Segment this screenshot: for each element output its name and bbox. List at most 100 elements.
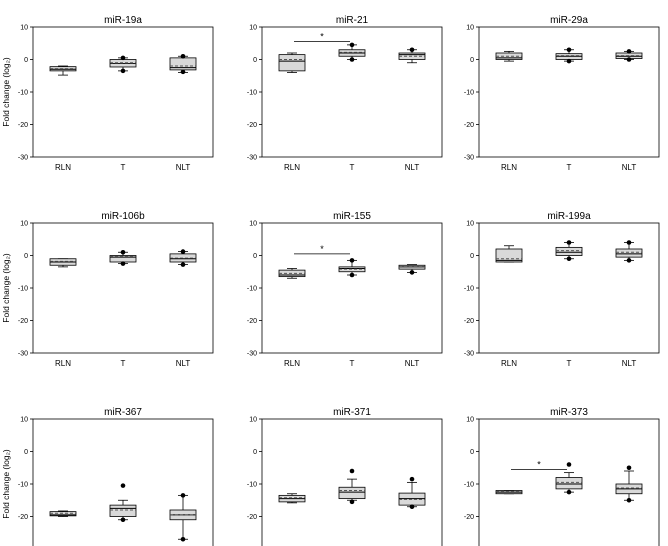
y-tick-label: -30 — [18, 155, 28, 162]
chart-title: miR-367 — [104, 407, 142, 418]
plot-area — [478, 26, 660, 158]
y-tick-label: -30 — [464, 155, 474, 162]
x-tick-label: NLT — [622, 359, 637, 368]
y-tick-label: 0 — [24, 57, 28, 64]
outlier-point — [626, 258, 632, 263]
y-tick-label: -20 — [18, 122, 28, 129]
box-t — [338, 258, 366, 278]
box-t — [109, 55, 137, 74]
outlier-point — [120, 68, 126, 74]
y-tick-label: -10 — [464, 482, 474, 489]
box-t — [338, 42, 366, 62]
box-iqr — [555, 477, 583, 490]
outlier-point — [409, 504, 415, 510]
outlier-point — [349, 499, 355, 505]
outlier-point — [180, 69, 186, 75]
outlier-point — [349, 468, 355, 474]
box-nlt — [398, 476, 426, 510]
chart-panel-mir-29a: miR-29a 10 0 -10 -20 -30 RLN T NLT — [464, 15, 660, 172]
x-tick-label: T — [567, 359, 572, 368]
box-rln — [49, 510, 77, 517]
plot-area — [32, 222, 214, 354]
outlier-point — [120, 483, 126, 488]
y-tick-label: -10 — [247, 286, 257, 293]
plot-area — [261, 222, 443, 354]
box-t — [338, 468, 366, 505]
box-iqr — [169, 57, 197, 71]
y-tick-label: -10 — [247, 482, 257, 489]
chart-title: miR-106b — [101, 211, 145, 222]
x-tick-label: T — [350, 163, 355, 172]
x-tick-label: NLT — [405, 163, 420, 172]
outlier-point — [180, 53, 186, 59]
y-tick-label: -10 — [18, 482, 28, 489]
y-tick-label: -20 — [18, 514, 28, 521]
outlier-point — [626, 497, 632, 503]
chart-title: miR-373 — [550, 407, 588, 418]
outlier-point — [349, 57, 355, 62]
box-nlt — [615, 240, 643, 263]
y-tick-label: 0 — [253, 253, 257, 260]
x-tick-label: RLN — [501, 163, 517, 172]
box-rln — [278, 268, 306, 279]
x-tick-label: RLN — [501, 359, 517, 368]
y-tick-label: -20 — [247, 122, 257, 129]
box-iqr — [338, 486, 366, 500]
y-tick-label: -30 — [247, 351, 257, 358]
box-rln — [278, 52, 306, 73]
x-tick-label: NLT — [176, 359, 191, 368]
y-tick-label: -20 — [464, 318, 474, 325]
outlier-point — [566, 58, 572, 64]
outlier-point — [409, 270, 415, 275]
outlier-point — [180, 249, 186, 254]
box-nlt — [169, 53, 197, 75]
y-tick-label: 10 — [20, 25, 28, 32]
x-tick-label: T — [121, 163, 126, 172]
y-tick-label: 0 — [24, 449, 28, 456]
y-tick-label: -30 — [464, 351, 474, 358]
outlier-point — [120, 55, 126, 61]
outlier-point — [626, 465, 632, 471]
outlier-point — [180, 493, 186, 498]
y-tick-label: -20 — [464, 514, 474, 521]
chart-panel-mir-155: miR-155 10 0 -10 -20 -30 RLN T NLT * — [247, 211, 443, 368]
box-t — [109, 249, 137, 266]
y-tick-label: 10 — [249, 221, 257, 228]
y-tick-label: -30 — [18, 351, 28, 358]
y-tick-label: 0 — [24, 253, 28, 260]
box-nlt — [398, 47, 426, 64]
box-t — [555, 47, 583, 64]
outlier-point — [409, 47, 415, 53]
chart-panel-mir-19a: miR-19a 10 0 -10 -20 -30 RLN T NLT Fold change (l… — [1, 15, 214, 172]
outlier-point — [120, 249, 126, 255]
y-tick-label: -10 — [464, 90, 474, 97]
chart-title: miR-29a — [550, 15, 588, 26]
box-iqr — [615, 248, 643, 258]
box-t — [555, 240, 583, 262]
x-tick-label: RLN — [284, 359, 300, 368]
y-tick-label: 10 — [20, 417, 28, 424]
box-nlt — [169, 249, 197, 267]
x-tick-label: NLT — [176, 163, 191, 172]
chart-title: miR-21 — [336, 15, 369, 26]
y-tick-label: 10 — [249, 25, 257, 32]
x-tick-label: T — [121, 359, 126, 368]
outlier-point — [349, 258, 355, 263]
outlier-point — [626, 57, 632, 62]
box-rln — [49, 65, 77, 76]
outlier-point — [566, 47, 572, 53]
y-tick-label: -20 — [247, 318, 257, 325]
y-tick-label: -10 — [247, 90, 257, 97]
chart-panel-mir-106b: miR-106b 10 0 -10 -20 -30 RLN T NLT Fold change (… — [1, 211, 214, 368]
chart-title: miR-199a — [547, 211, 591, 222]
x-tick-label: NLT — [622, 163, 637, 172]
y-tick-label: 10 — [466, 417, 474, 424]
box-nlt — [615, 49, 643, 62]
box-iqr — [398, 492, 426, 506]
y-tick-label: 10 — [20, 221, 28, 228]
y-tick-label: -20 — [18, 318, 28, 325]
y-axis-label: Fold change (log₂) — [1, 57, 11, 127]
y-axis-label: Fold change (log₂) — [1, 253, 11, 323]
outlier-point — [180, 262, 186, 267]
